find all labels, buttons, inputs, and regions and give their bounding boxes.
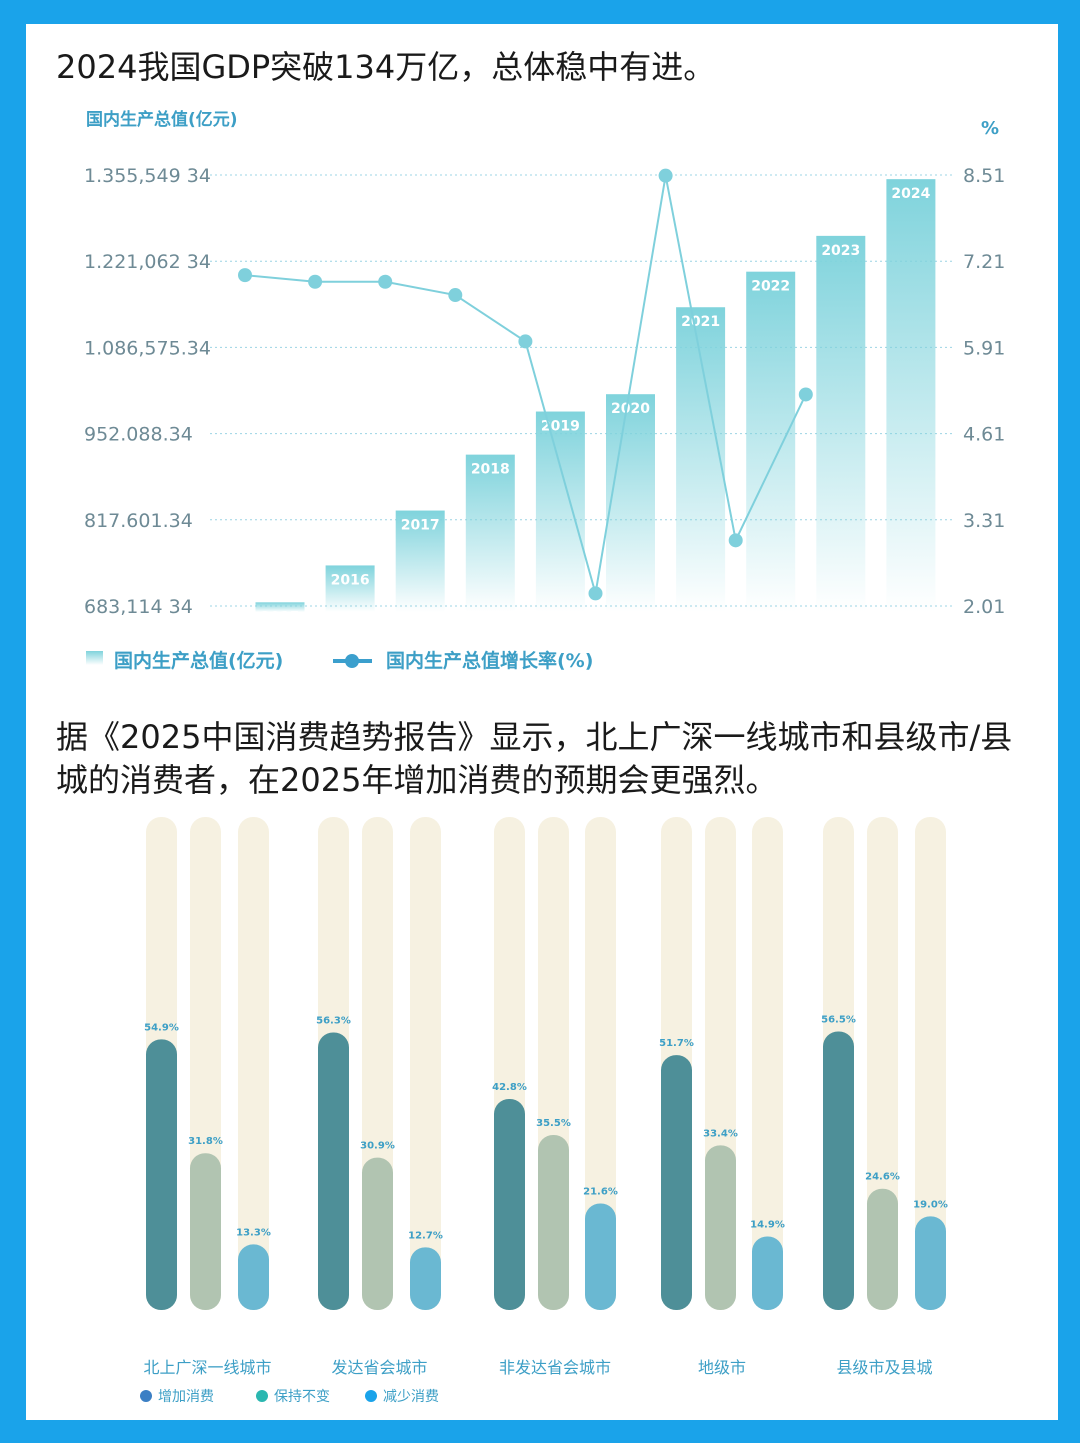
left-tick-label: 1.086,575.34	[84, 337, 211, 359]
gdp-bar	[746, 271, 796, 612]
growth-point	[658, 168, 673, 183]
growth-point	[238, 268, 252, 283]
gdp-bar	[325, 565, 375, 612]
gdp-bar	[535, 411, 585, 612]
right-tick-label: 3.31	[963, 510, 1005, 532]
legend-gdp-label: 国内生产总值(亿元)	[114, 649, 283, 672]
gdp-bar	[816, 235, 866, 613]
bar-year-label: 2021	[681, 314, 720, 330]
legend-bar-swatch	[86, 651, 103, 665]
left-tick-label: 683,114 34	[84, 596, 193, 618]
right-tick-label: 5.91	[963, 337, 1005, 359]
gdp-bar	[395, 510, 445, 612]
gdp-chart: 国内生产总值(亿元) % 683,114 34 2.01 817.601.34 3.3…	[84, 109, 1005, 672]
chart1-legend: 国内生产总值(亿元) 国内生产总值增长率(%)	[86, 649, 593, 672]
growth-line	[238, 168, 813, 601]
growth-point	[448, 288, 463, 303]
bar-year-label: 2020	[611, 401, 650, 417]
growth-point	[798, 387, 813, 402]
gdp-bar	[886, 179, 936, 612]
bar-year-label: 2024	[891, 186, 930, 202]
bar-year-label: 2022	[751, 279, 790, 295]
gdp-bar	[465, 454, 515, 612]
legend-growth-label: 国内生产总值增长率(%)	[386, 649, 593, 672]
legend-line-marker	[345, 654, 359, 668]
right-tick-label: 7.21	[963, 251, 1005, 273]
left-tick-label: 1.221,062 34	[84, 251, 211, 273]
bar-year-label: 2023	[821, 243, 860, 259]
bar-year-label: 2017	[401, 518, 440, 534]
left-tick-label: 1.355,549 34	[84, 165, 211, 187]
left-tick-label: 952.088.34	[84, 424, 193, 446]
axis-ticks: 683,114 34 2.01 817.601.34 3.31 952.088.34 4.…	[84, 165, 1005, 618]
gdp-bar	[255, 602, 305, 612]
growth-point	[588, 586, 603, 601]
growth-point	[728, 533, 743, 548]
growth-point	[518, 334, 533, 349]
right-tick-label: 8.51	[963, 165, 1005, 187]
growth-point	[378, 274, 393, 289]
right-tick-label: 2.01	[963, 596, 1005, 618]
consumption-headline: 据《2025中国消费趋势报告》显示，北上广深一线城市和县级市/县城的消费者，在2…	[56, 718, 1013, 799]
gdp-headline: 2024我国GDP突破134万亿，总体稳中有进。	[56, 48, 716, 86]
bar-year-label: 2016	[331, 572, 370, 588]
bar-year-label: 2015	[261, 609, 300, 625]
right-tick-label: 4.61	[963, 424, 1005, 446]
left-tick-label: 817.601.34	[84, 510, 193, 532]
left-axis-title: 国内生产总值(亿元)	[86, 109, 238, 130]
gdp-bar	[606, 394, 655, 612]
growth-point	[308, 274, 323, 289]
right-axis-unit: %	[981, 118, 999, 139]
bar-year-label: 2018	[471, 462, 510, 478]
